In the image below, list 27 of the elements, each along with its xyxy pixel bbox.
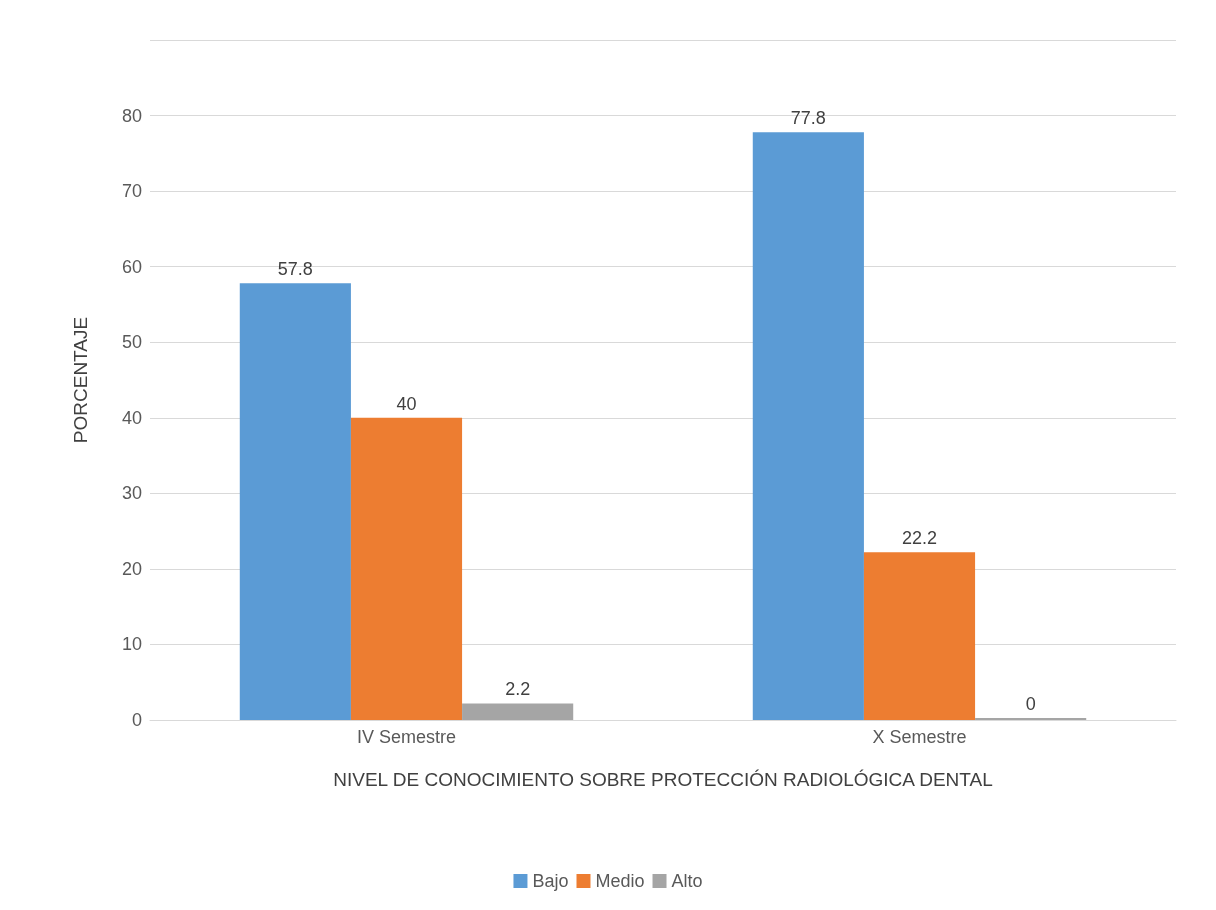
y-tick-label: 0 [131,710,142,730]
x-tick-label: IV Semestre [356,727,457,747]
legend-label: Alto [671,871,703,891]
data-label: 57.8 [277,259,313,280]
bar [863,552,976,720]
y-tick-label: 70 [121,181,142,202]
y-tick-label: 20 [121,558,142,579]
y-tick-label: 40 [121,407,142,428]
data-label: 0 [1025,694,1036,714]
y-tick-label: 80 [121,105,142,126]
y-tick-label: 30 [121,483,142,504]
y-tick-label: 50 [121,332,142,353]
legend-label: Bajo [532,871,569,891]
bar [350,417,463,720]
bar [752,132,864,720]
data-label: 40 [396,393,417,414]
bar [239,283,351,720]
x-tick-label: X Semestre [872,727,967,747]
data-label: 22.2 [901,528,938,549]
legend-label: Medio [595,871,645,891]
x-axis-title: NIVEL DE CONOCIMIENTO SOBRE PROTECCIÓN RADIOLÓGICA DENTAL [333,769,993,790]
data-label: 77.8 [790,108,826,129]
bar [462,703,574,720]
y-tick-label: 10 [121,634,142,655]
y-tick-label: 60 [121,256,142,277]
y-axis-title: PORCENTAJE [70,316,91,444]
data-label: 2.2 [505,679,531,700]
